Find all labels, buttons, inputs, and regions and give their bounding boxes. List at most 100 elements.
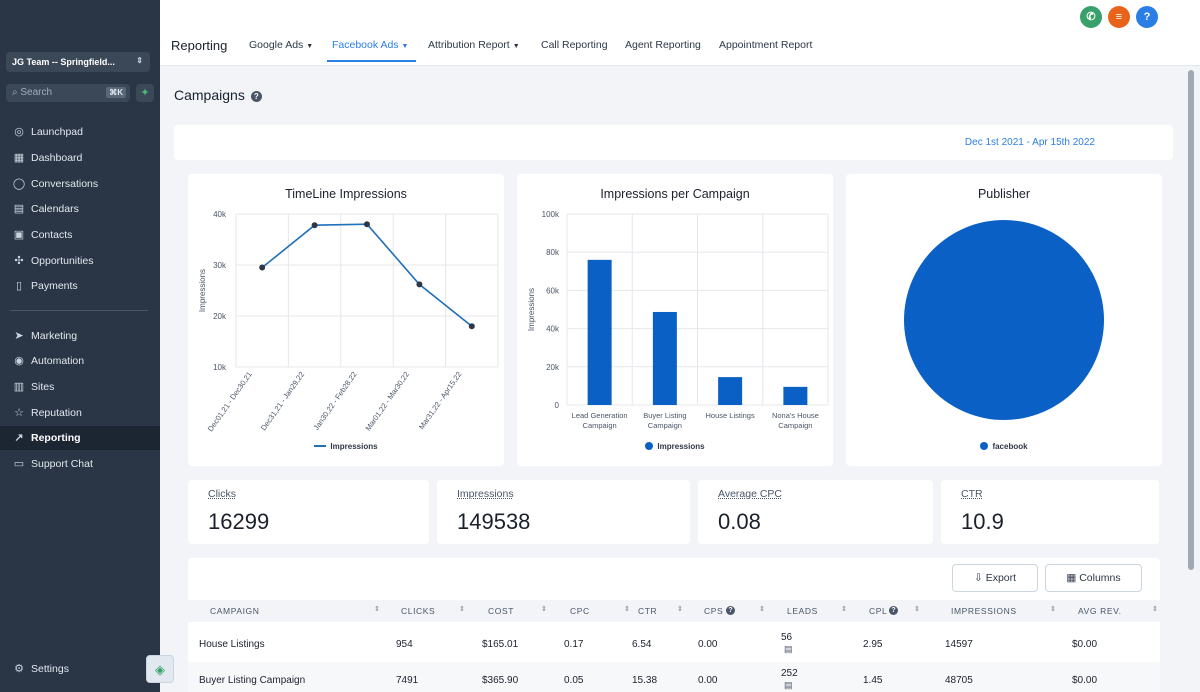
search-input[interactable]: ⌕ Search ⌘K <box>6 84 130 102</box>
table-cell: 954 <box>396 639 413 650</box>
tab-attribution-report[interactable]: Attribution Report ▼ <box>428 39 520 51</box>
table-cell: 2.95 <box>863 639 883 650</box>
y-tick-label: 20k <box>213 312 227 321</box>
phone-icon[interactable]: ✆ <box>1080 6 1102 28</box>
pie-chart <box>904 220 1104 420</box>
columns-button[interactable]: ▦ Columns <box>1045 564 1142 592</box>
sidebar-item-calendars[interactable]: ▤ Calendars <box>0 197 160 221</box>
sort-icon[interactable]: ⇕ <box>677 606 683 613</box>
sidebar-item-reputation[interactable]: ☆ Reputation <box>0 401 160 425</box>
chart-title: Impressions per Campaign <box>600 187 750 201</box>
timeline-chart: 10k 20k 30k 40k Impressions Dec01,21 - Dec30,… <box>198 210 499 433</box>
column-header-cost[interactable]: COST <box>488 606 515 616</box>
sort-icon[interactable]: ⇕ <box>624 606 630 613</box>
y-tick-label: 100k <box>542 210 560 219</box>
tab-label: Agent Reporting <box>625 39 701 51</box>
chat-icon: ◯ <box>12 178 26 190</box>
table-cell: 0.00 <box>698 675 718 686</box>
table-cell: House Listings <box>199 639 265 650</box>
document-icon[interactable]: ▤ <box>784 644 793 654</box>
question-icon[interactable]: ? <box>726 606 735 615</box>
sidebar-item-reporting[interactable]: ↗ Reporting <box>0 426 160 450</box>
support-widget-button[interactable]: ◈ <box>146 655 174 683</box>
sidebar-item-dashboard[interactable]: ▦ Dashboard <box>0 146 160 170</box>
column-header-ctr[interactable]: CTR <box>638 606 658 616</box>
column-header-cps[interactable]: CPS <box>704 606 724 616</box>
sort-icon[interactable]: ⇕ <box>374 606 380 613</box>
sidebar-item-label: Marketing <box>31 330 78 342</box>
search-icon: ⌕ <box>12 87 18 98</box>
y-axis-label: Impressions <box>198 269 207 312</box>
sidebar-item-settings[interactable]: ⚙ Settings <box>0 657 160 681</box>
sort-icon[interactable]: ⇕ <box>1152 606 1158 613</box>
quick-action-button[interactable]: ✦ <box>136 84 154 102</box>
support-icon: ▭ <box>13 458 25 470</box>
stat-average-cpc: Average CPC 0.08 <box>698 480 933 544</box>
legend-label: Impressions <box>657 442 705 451</box>
bar-chart: 0 20k 40k 60k 80k 100k Impressions Lead Generat… <box>527 210 829 430</box>
question-icon[interactable]: ? <box>250 91 262 102</box>
question-icon[interactable]: ? <box>889 606 898 615</box>
y-tick-label: 40k <box>546 325 560 334</box>
table-cell: 6.54 <box>632 639 652 650</box>
help-icon[interactable]: ? <box>1136 6 1158 28</box>
column-header-clicks[interactable]: CLICKS <box>401 606 436 616</box>
sidebar-item-conversations[interactable]: ◯ Conversations <box>0 172 160 196</box>
page-section-title: Reporting <box>171 38 228 53</box>
legend-line-marker <box>314 445 327 447</box>
sidebar-item-payments[interactable]: ▯ Payments <box>0 274 160 298</box>
stat-clicks: Clicks 16299 <box>188 480 429 544</box>
stat-value: 149538 <box>457 509 531 534</box>
sidebar-item-contacts[interactable]: ▣ Contacts <box>0 223 160 247</box>
sort-icon[interactable]: ⇕ <box>914 606 920 613</box>
table-row[interactable] <box>188 662 1160 692</box>
chart-legend: facebook <box>846 442 1162 451</box>
column-header-cpc[interactable]: CPC <box>570 606 590 616</box>
stat-value: 16299 <box>208 509 270 534</box>
date-range-picker[interactable]: Dec 1st 2021 - Apr 15th 2022 <box>964 137 1095 148</box>
sidebar-item-automation[interactable]: ◉ Automation <box>0 349 160 373</box>
sidebar-item-label: Launchpad <box>31 126 83 138</box>
tab-facebook-ads[interactable]: Facebook Ads ▼ <box>332 39 408 51</box>
tab-google-ads[interactable]: Google Ads ▼ <box>249 39 313 51</box>
sort-icon[interactable]: ⇕ <box>841 606 847 613</box>
export-button[interactable]: ⇩ Export <box>952 564 1038 592</box>
sparkle-icon: ✦ <box>140 87 150 99</box>
table-cell: $0.00 <box>1072 639 1098 650</box>
table-cell: 0.17 <box>564 639 584 650</box>
table-row[interactable] <box>188 626 1160 662</box>
sort-icon[interactable]: ⇕ <box>541 606 547 613</box>
column-header-leads[interactable]: LEADS <box>787 606 818 616</box>
table-header <box>188 600 1160 622</box>
stat-label: Average CPC <box>718 488 783 500</box>
sidebar-item-marketing[interactable]: ➤ Marketing <box>0 324 160 348</box>
columns-icon: ▦ <box>1066 572 1077 584</box>
location-switcher[interactable]: JG Team -- Springfield... ⇕ <box>6 52 150 72</box>
sidebar-item-sites[interactable]: ▥ Sites <box>0 375 160 399</box>
trend-icon: ↗ <box>14 432 24 444</box>
export-label: Export <box>985 572 1017 584</box>
search-shortcut: ⌘K <box>106 87 126 98</box>
bar <box>587 259 612 405</box>
sort-icon[interactable]: ⇕ <box>459 606 465 613</box>
sort-icon[interactable]: ⇕ <box>759 606 765 613</box>
data-point <box>259 264 266 271</box>
document-icon[interactable]: ▤ <box>784 680 793 690</box>
page-scrollbar[interactable] <box>1188 70 1194 570</box>
column-header-avg-rev[interactable]: AVG REV. <box>1078 606 1122 616</box>
column-header-impressions[interactable]: IMPRESSIONS <box>951 606 1017 616</box>
list-icon[interactable]: ≡ <box>1108 6 1130 28</box>
sidebar-item-opportunities[interactable]: ✣ Opportunities <box>0 249 160 273</box>
sidebar-item-launchpad[interactable]: ◎ Launchpad <box>0 120 160 144</box>
bar <box>718 377 743 405</box>
column-header-cpl[interactable]: CPL <box>869 606 888 616</box>
sidebar-item-support-chat[interactable]: ▭ Support Chat <box>0 452 160 476</box>
x-tick-label: Dec31,21 - Jan29,22 <box>259 370 306 432</box>
tab-appointment-report[interactable]: Appointment Report <box>719 39 812 51</box>
table-cell: 15.38 <box>632 675 658 686</box>
pie-slice-facebook <box>904 220 1104 420</box>
sort-icon[interactable]: ⇕ <box>1050 606 1056 613</box>
tab-agent-reporting[interactable]: Agent Reporting <box>625 39 701 51</box>
column-header-campaign[interactable]: CAMPAIGN <box>210 606 260 616</box>
tab-call-reporting[interactable]: Call Reporting <box>541 39 608 51</box>
